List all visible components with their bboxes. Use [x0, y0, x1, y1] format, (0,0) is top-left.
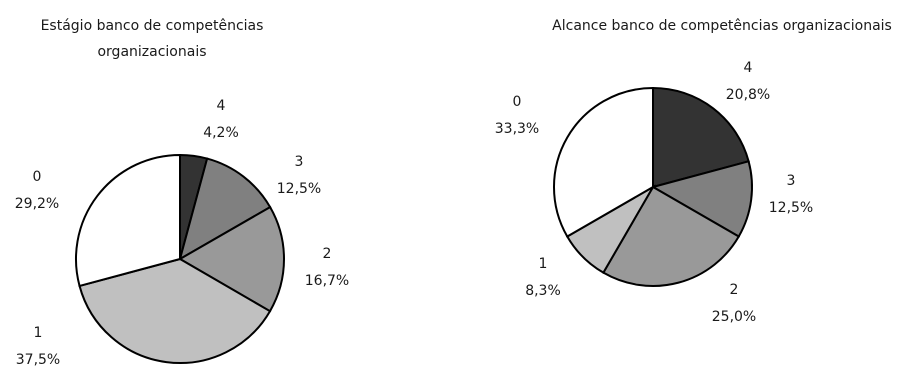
chart-title-line-2: organizacionais: [97, 44, 206, 60]
slice-category-label: 4: [744, 60, 753, 76]
pie-slice-3: [650, 160, 753, 238]
chart-title-line-1: Alcance banco de competências organizaci…: [552, 18, 892, 34]
chart-title-line-1: Estágio banco de competências: [41, 18, 264, 34]
slice-category-label: 2: [323, 246, 332, 262]
slice-value-label: 33,3%: [495, 121, 539, 137]
slice-value-label: 16,7%: [305, 273, 349, 289]
slice-value-label: 12,5%: [277, 181, 321, 197]
pie-slice-1: [78, 257, 272, 364]
pie-slice-2: [178, 205, 285, 313]
pie-chart-alcance: Alcance banco de competências organizaci…: [495, 18, 892, 325]
slice-category-label: 1: [34, 325, 43, 341]
pie-chart-estagio: Estágio banco de competências organizaci…: [15, 18, 349, 368]
slice-category-label: 0: [513, 94, 522, 110]
pie-slice-3: [178, 157, 272, 262]
pie-slice-2: [602, 185, 741, 287]
slice-value-label: 29,2%: [15, 196, 59, 212]
slice-value-label: 8,3%: [525, 283, 561, 299]
slice-category-label: 3: [787, 173, 796, 189]
slice-category-label: 1: [539, 256, 548, 272]
slice-category-label: 2: [730, 282, 739, 298]
slice-category-label: 4: [217, 98, 226, 114]
slice-value-label: 4,2%: [203, 125, 239, 141]
pie-slice-0: [75, 153, 181, 288]
slice-value-label: 37,5%: [16, 352, 60, 368]
pie-slice-0: [553, 86, 654, 238]
slice-value-label: 25,0%: [712, 309, 756, 325]
slice-category-label: 3: [295, 154, 304, 170]
slice-value-label: 20,8%: [726, 87, 770, 103]
slice-value-label: 12,5%: [769, 200, 813, 216]
pie-slice-4: [652, 86, 750, 189]
slice-category-label: 0: [33, 169, 42, 185]
